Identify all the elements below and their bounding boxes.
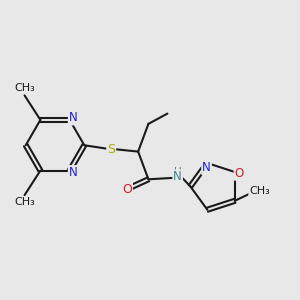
Text: O: O [235,167,244,180]
Text: N: N [69,166,77,179]
Text: CH₃: CH₃ [14,83,35,93]
Text: N: N [69,112,77,124]
Text: N: N [202,161,211,174]
Text: S: S [107,143,115,156]
Text: CH₃: CH₃ [249,186,270,196]
Text: O: O [122,183,132,196]
Text: N: N [173,170,182,183]
Text: CH₃: CH₃ [14,197,35,207]
Text: H: H [174,167,182,177]
